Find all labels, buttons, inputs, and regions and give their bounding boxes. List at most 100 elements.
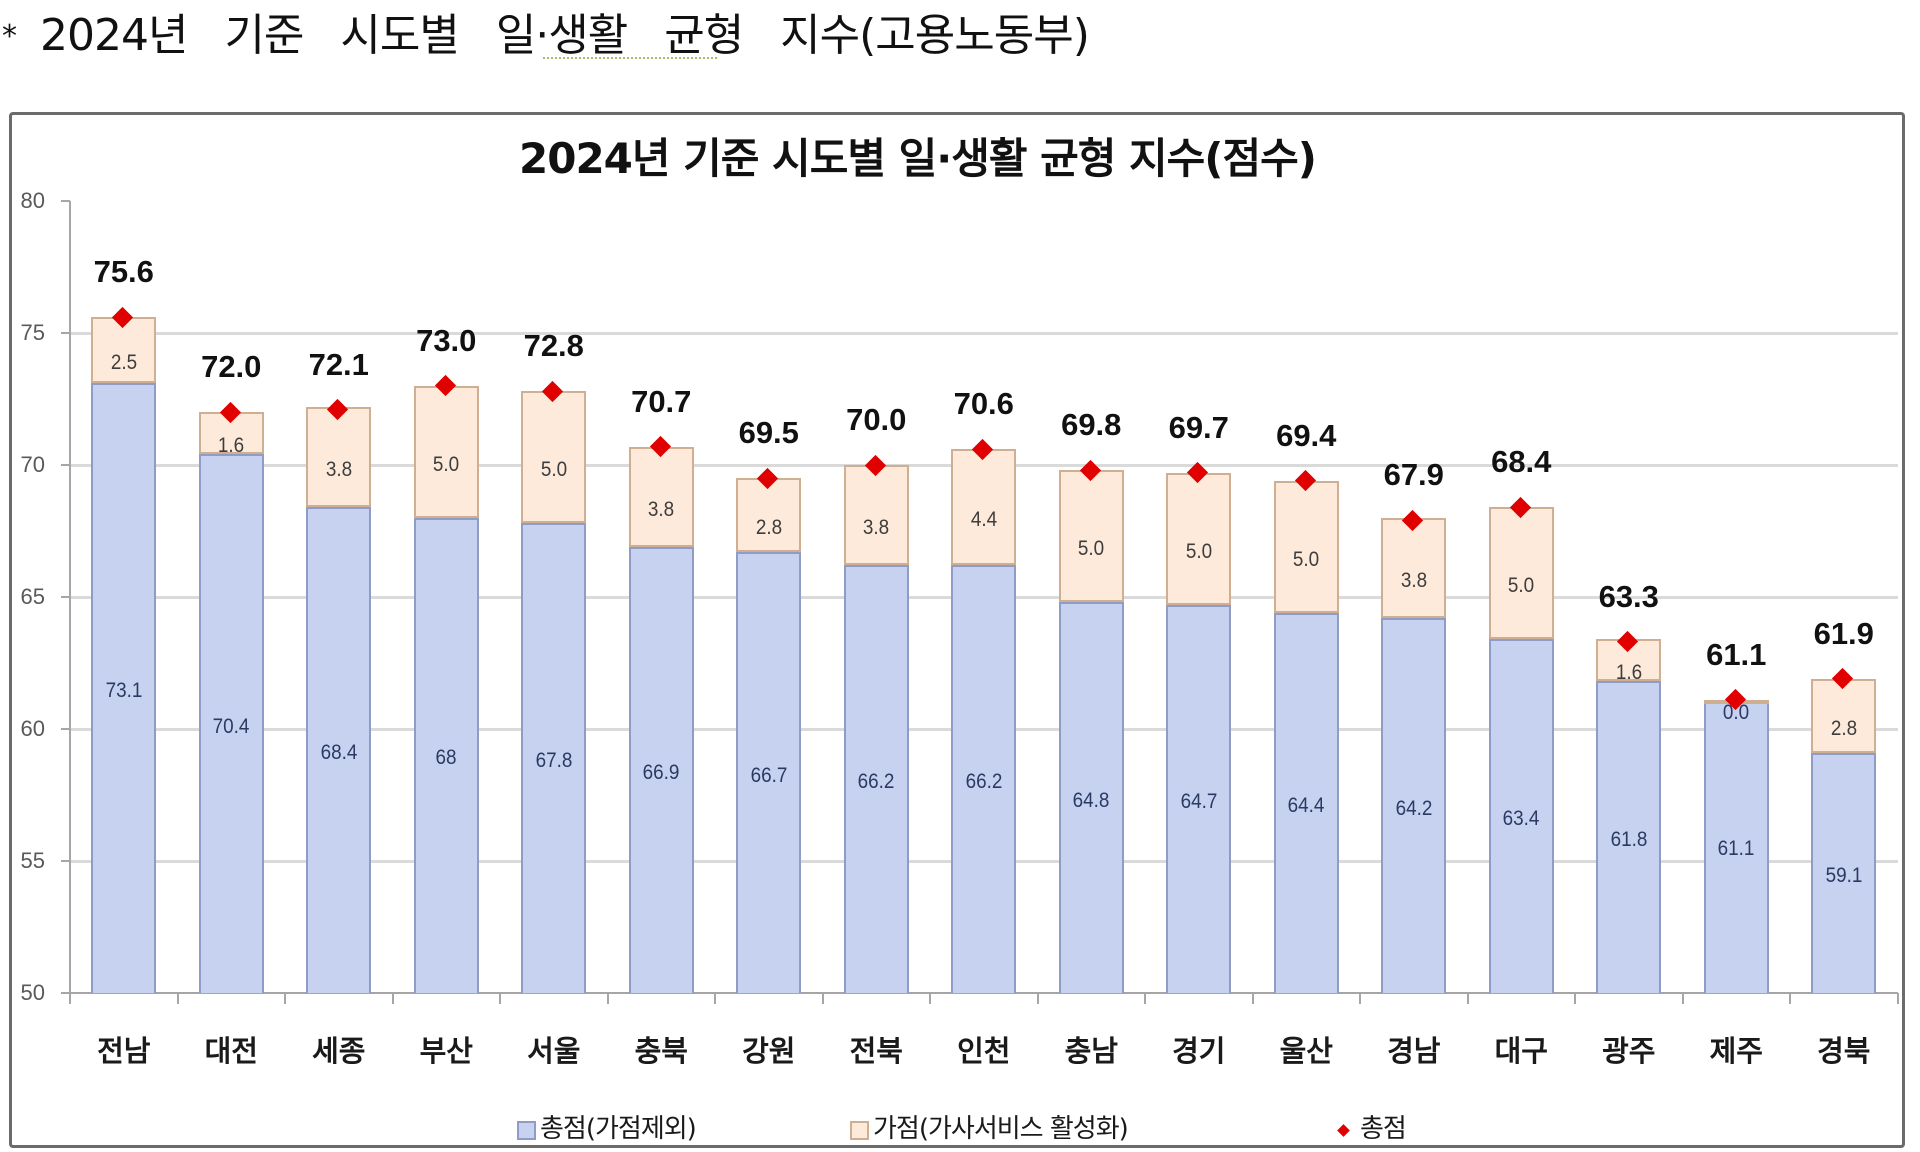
y-axis-label: 80 [20,188,45,213]
bar-label-base: 66.2 [857,770,895,794]
bar-segment-bonus [628,446,694,547]
category-label: 강원 [742,1034,796,1068]
bar-segment-bonus [521,391,587,524]
category-label: 광주 [1602,1034,1656,1068]
bar-segment-base [843,565,909,993]
x-axis-tick [929,993,931,1004]
gridline [70,332,1898,335]
total-value-label: 67.9 [1383,457,1444,493]
y-axis-tick [61,728,70,730]
bar-label-bonus: 2.8 [755,516,782,540]
bar-segment-bonus [951,449,1017,566]
y-axis-tick [61,464,70,466]
bar-segment-bonus [91,317,157,384]
bar-label-bonus: 4.4 [970,508,997,532]
bar-label-bonus: 5.0 [1185,539,1212,563]
category-label: 제주 [1709,1034,1763,1068]
y-axis-tick [61,992,70,994]
y-axis-tick [61,596,70,598]
y-axis-label: 50 [20,980,45,1005]
y-axis-tick [61,200,70,202]
y-axis-tick [61,332,70,334]
bar-label-base: 61.8 [1610,828,1648,852]
bar-label-base: 68.4 [320,741,358,765]
bar-segment-bonus [1058,470,1124,603]
bar-label-bonus: 0.0 [1723,700,1750,724]
x-axis-tick [499,993,501,1004]
x-axis-tick [176,993,179,1004]
bar-label-base: 66.2 [965,770,1003,794]
legend-swatch-bonus-icon [850,1121,869,1140]
x-axis-tick [821,993,824,1004]
bar-label-bonus: 3.8 [648,497,675,521]
total-value-label: 70.7 [631,383,692,419]
legend-label-base: 총점(가점제외) [540,1114,697,1144]
bar-segment-bonus [843,465,909,566]
y-axis-line [69,201,71,1004]
bar-segment-bonus [1166,472,1232,605]
x-axis-tick [69,993,71,1004]
total-value-label: 72.1 [308,346,369,382]
bar-segment-base [1596,681,1662,993]
x-axis-tick [1251,993,1254,1004]
bar-label-bonus: 2.5 [110,351,137,375]
category-label: 전남 [97,1034,151,1068]
bar-label-bonus: 3.8 [863,516,890,540]
bar-label-bonus: 3.8 [1400,568,1427,592]
bar-label-bonus: 1.6 [218,434,245,458]
total-value-label: 70.0 [846,402,907,437]
bar-segment-base [91,383,157,993]
chart-frame: 2024년 기준 시도별 일·생활 균형 지수(점수) 50 55 60 65 70 75… [9,112,1905,1148]
bar-segment-bonus [413,385,479,518]
category-label: 충북 [634,1034,688,1068]
category-label: 충남 [1064,1034,1118,1068]
x-axis-tick [391,993,394,1004]
x-axis-tick [1896,993,1899,1004]
total-value-label: 69.4 [1276,417,1337,453]
bar-label-base: 66.7 [750,763,788,787]
category-label: 전북 [849,1034,903,1068]
bar-label-base: 67.8 [535,749,573,773]
x-axis-tick [1466,993,1469,1004]
bar-segment-base [521,523,587,993]
y-axis-label: 75 [20,320,45,345]
total-value-label: 75.6 [93,254,154,290]
bar-label-base: 64.8 [1072,788,1110,812]
bar-label-base: 68 [435,746,457,770]
bar-label-bonus: 2.8 [1830,716,1857,740]
page-heading: 2024년 기준 시도별 일·생활 균형 지수(고용노동부) [40,10,1090,61]
bar-segment-base [1058,602,1124,993]
legend-diamond-icon [1337,1124,1350,1137]
bar-segment-base [1166,604,1232,993]
bar-label-bonus: 5.0 [1293,547,1320,571]
bar-segment-base [198,454,264,993]
bar-segment-bonus [306,406,372,508]
total-value-label: 72.0 [201,349,262,385]
bar-label-base: 73.1 [105,679,143,703]
legend-swatch-base-icon [517,1121,536,1140]
category-label: 세종 [312,1034,366,1068]
legend-label-total: 총점 [1360,1114,1407,1144]
category-label: 대전 [204,1034,258,1068]
x-axis-tick [1036,993,1039,1004]
x-axis-tick [1681,993,1684,1004]
header-bullet: * [2,19,17,54]
x-axis-tick [1574,993,1576,1004]
x-axis-tick [714,993,716,1004]
bar-segment-bonus [1811,678,1877,753]
total-value-label: 70.6 [953,386,1014,422]
bar-label-bonus: 3.8 [325,458,352,482]
x-axis-tick [1144,993,1146,1004]
bar-label-bonus: 5.0 [1508,574,1535,598]
total-value-label: 72.8 [523,328,584,364]
bar-label-base: 64.2 [1395,796,1433,820]
bar-label-bonus: 5.0 [540,458,567,482]
bar-label-base: 66.9 [642,760,680,784]
category-label: 경북 [1817,1034,1871,1068]
y-axis-label: 60 [20,716,45,741]
bar-segment-base [951,565,1017,993]
chart-title: 2024년 기준 시도별 일·생활 균형 지수(점수) [519,134,1317,183]
category-label: 인천 [957,1034,1011,1068]
bar-label-base: 63.4 [1502,807,1540,831]
x-axis-tick [1359,993,1361,1004]
